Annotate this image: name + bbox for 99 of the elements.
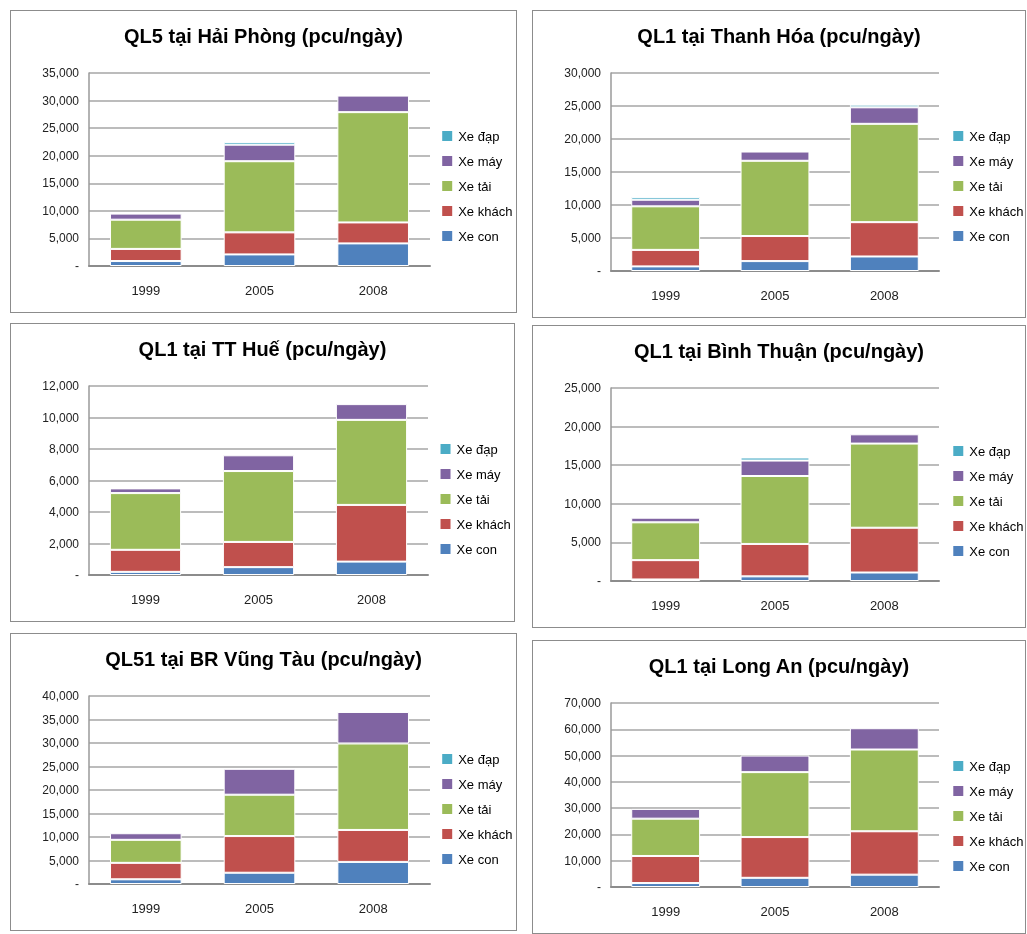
legend-label: Xe máy (969, 468, 1014, 484)
legend-label: Xe máy (456, 466, 502, 482)
legend-label: Xe khách (456, 516, 511, 532)
x-tick-label: 1999 (131, 901, 161, 916)
y-tick-label: 40,000 (42, 689, 80, 703)
legend-label: Xe khách (969, 518, 1024, 534)
y-tick-label: 30,000 (42, 736, 80, 750)
legend-label: Xe tải (969, 808, 1003, 824)
legend-label: Xe đạp (458, 751, 500, 767)
legend-label: Xe con (458, 228, 499, 244)
legend-label: Xe tải (456, 491, 490, 507)
x-tick-label: 1999 (651, 288, 681, 303)
x-tick-label: 1999 (131, 592, 160, 607)
x-tick-label: 2008 (358, 283, 388, 298)
x-tick-label: 1999 (131, 283, 161, 298)
y-tick-label: - (597, 880, 601, 894)
y-tick-label: 2,000 (48, 536, 80, 551)
legend-label: Xe tải (458, 801, 492, 817)
y-tick-label: 20,000 (564, 419, 602, 434)
y-tick-label: 25,000 (564, 99, 602, 113)
y-tick-label: 10,000 (564, 198, 602, 212)
y-tick-label: - (75, 568, 79, 582)
legend-label: Xe máy (458, 153, 503, 169)
x-tick-label: 2008 (869, 288, 899, 303)
y-tick-label: 6,000 (48, 473, 80, 488)
legend-label: Xe tải (458, 178, 492, 194)
y-tick-label: 12,000 (42, 379, 80, 393)
y-tick-label: 25,000 (42, 759, 80, 774)
legend-label: Xe đạp (969, 128, 1011, 144)
y-tick-label: 5,000 (48, 231, 80, 246)
y-tick-label: 20,000 (564, 132, 602, 146)
legend-label: Xe con (456, 541, 497, 557)
legend-label: Xe đạp (969, 443, 1011, 459)
chart-title: QL5 tại Hải Phòng (pcu/ngày) (124, 25, 403, 47)
legend-label: Xe khách (969, 203, 1024, 219)
y-tick-label: 35,000 (42, 712, 80, 727)
y-tick-label: 20,000 (564, 827, 602, 842)
y-tick-label: 5,000 (570, 535, 602, 550)
x-tick-label: 2005 (760, 288, 790, 303)
chart-title: QL1 tại Bình Thuận (pcu/ngày) (634, 340, 924, 362)
legend-label: Xe máy (969, 153, 1014, 169)
y-tick-label: 30,000 (564, 801, 602, 816)
y-tick-label: 15,000 (42, 176, 80, 191)
chart-title: QL51 tại BR Vũng Tàu (pcu/ngày) (105, 648, 422, 670)
legend-label: Xe khách (458, 203, 513, 219)
legend-label: Xe đạp (456, 441, 498, 457)
y-tick-label: 40,000 (564, 774, 602, 789)
y-tick-label: 50,000 (564, 748, 602, 763)
legend-label: Xe khách (458, 826, 513, 842)
legend-label: Xe con (969, 228, 1010, 244)
x-tick-label: 2008 (357, 592, 386, 607)
y-tick-label: - (75, 259, 79, 273)
y-tick-label: 70,000 (564, 696, 602, 710)
x-tick-label: 2005 (760, 598, 790, 613)
x-tick-label: 2005 (245, 283, 274, 298)
legend-label: Xe tải (969, 178, 1003, 194)
y-tick-label: 15,000 (564, 458, 602, 473)
legend-label: Xe con (969, 858, 1010, 874)
y-tick-label: 10,000 (564, 496, 602, 511)
y-tick-label: 25,000 (564, 381, 602, 395)
y-tick-label: 10,000 (42, 830, 80, 844)
y-tick-label: 10,000 (42, 410, 80, 425)
legend-label: Xe con (458, 851, 499, 867)
y-tick-label: 8,000 (48, 442, 80, 456)
legend-label: Xe đạp (458, 128, 500, 144)
y-tick-label: 4,000 (48, 505, 80, 519)
y-tick-label: 15,000 (564, 165, 602, 179)
y-tick-label: 60,000 (564, 722, 602, 737)
x-tick-label: 2005 (760, 904, 790, 919)
y-tick-label: 20,000 (42, 148, 80, 163)
legend-label: Xe khách (969, 833, 1024, 849)
legend-label: Xe máy (458, 776, 503, 792)
legend-label: Xe con (969, 543, 1010, 559)
x-tick-label: 2008 (358, 901, 388, 916)
y-tick-label: 35,000 (42, 66, 80, 80)
x-tick-label: 1999 (651, 598, 681, 613)
x-tick-label: 1999 (651, 904, 681, 919)
y-tick-label: 5,000 (570, 231, 602, 245)
chart-title: QL1 tại TT Huế (pcu/ngày) (138, 338, 387, 360)
x-tick-label: 2005 (244, 592, 273, 607)
chart-title: QL1 tại Long An (pcu/ngày) (648, 655, 910, 677)
chart-title: QL1 tại Thanh Hóa (pcu/ngày) (637, 25, 921, 47)
y-tick-label: 30,000 (42, 93, 80, 108)
y-tick-label: 25,000 (42, 121, 80, 136)
y-tick-label: 15,000 (42, 806, 80, 821)
legend-label: Xe máy (969, 783, 1014, 799)
y-tick-label: - (75, 877, 79, 891)
legend-label: Xe đạp (969, 758, 1011, 774)
y-tick-label: 5,000 (48, 853, 80, 868)
y-tick-label: - (597, 574, 601, 588)
y-tick-label: 30,000 (564, 66, 602, 80)
y-tick-label: 20,000 (42, 783, 80, 797)
y-tick-label: - (597, 264, 601, 278)
x-tick-label: 2008 (869, 598, 899, 613)
x-tick-label: 2005 (245, 901, 274, 916)
legend-label: Xe tải (969, 493, 1003, 509)
x-tick-label: 2008 (869, 904, 899, 919)
y-tick-label: 10,000 (42, 203, 80, 218)
y-tick-label: 10,000 (564, 853, 602, 868)
